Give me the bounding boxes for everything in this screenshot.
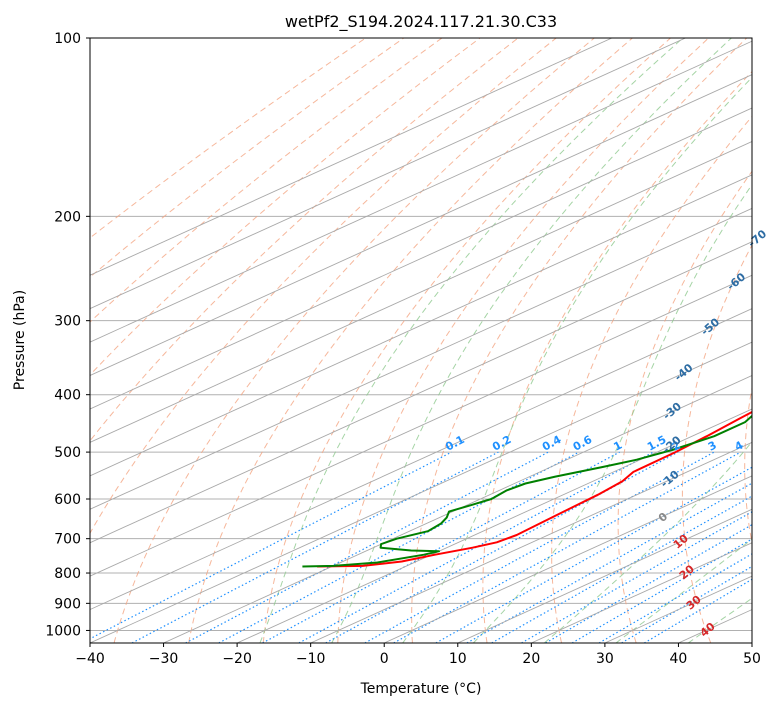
x-tick-label: −20: [222, 651, 252, 667]
x-tick-label: −30: [149, 651, 179, 667]
dry-adiabat: [189, 38, 633, 643]
x-tick-label: 50: [743, 651, 761, 667]
mixing-ratio-line: [132, 452, 498, 643]
x-tick-label: 30: [596, 651, 614, 667]
moist-adiabat: [761, 38, 775, 643]
isotherm-label: -10: [658, 468, 682, 491]
isotherm-line: [678, 38, 775, 643]
isotherm-line: [164, 38, 775, 643]
isotherm-line: [16, 38, 775, 643]
isotherm-label: -60: [725, 270, 749, 293]
mixing-ratio-line: [436, 452, 775, 643]
sounding-profiles: [302, 38, 775, 567]
y-tick-label: 600: [54, 492, 81, 508]
moist-adiabat: [544, 38, 775, 643]
mixing-ratio-label: 0.4: [540, 433, 564, 454]
mixing-ratio-line: [82, 452, 452, 643]
isotherm-line: [237, 38, 775, 643]
isotherm-label: -70: [746, 227, 770, 250]
moist-adiabat: [403, 38, 775, 643]
isotherm-line: [605, 38, 775, 643]
isotherm-label: 30: [684, 593, 704, 613]
y-axis-label: Pressure (hPa): [12, 290, 28, 390]
isotherm-label: 10: [671, 532, 691, 552]
x-axis-label: Temperature (°C): [360, 681, 482, 697]
dry-adiabat: [114, 38, 594, 643]
isotherm-label: -40: [672, 361, 696, 384]
x-tick-label: 10: [449, 651, 467, 667]
y-tick-label: 300: [54, 314, 81, 330]
y-tick-label: 400: [54, 388, 81, 404]
isotherm-line: [0, 38, 759, 643]
mixing-ratio-label: 3: [706, 439, 719, 454]
y-tick-label: 800: [54, 566, 81, 582]
isotherm-label: -30: [660, 400, 684, 423]
x-tick-label: 40: [670, 651, 688, 667]
sounding-line: [302, 38, 775, 567]
moist-adiabat: [473, 38, 775, 643]
mixing-ratio-label: 0.1: [443, 433, 466, 454]
mixing-ratio-line: [186, 452, 549, 643]
y-tick-label: 100: [54, 31, 81, 47]
x-tick-label: 0: [380, 651, 389, 667]
isotherm-line: [458, 38, 775, 643]
x-axis-ticks: −40 −30 −20 −10 0 10 20 30 40 50: [75, 643, 761, 667]
y-tick-label: 1000: [45, 623, 81, 639]
isotherm-line: [0, 38, 775, 643]
mixing-ratio-label: 1: [611, 439, 624, 454]
isotherm-label: 40: [698, 620, 718, 640]
y-tick-label: 700: [54, 532, 81, 548]
dry-adiabat: [0, 38, 366, 643]
line-labels: 0.10.20.40.611.5234-100-90-80-70-60-50-4…: [443, 44, 775, 640]
dry-adiabat: [0, 38, 518, 643]
isotherm-label: -50: [699, 315, 723, 338]
dry-adiabat: [618, 38, 775, 643]
moist-adiabat: [332, 38, 732, 643]
isotherm-line: [0, 38, 685, 643]
x-tick-label: 20: [522, 651, 540, 667]
y-tick-label: 900: [54, 596, 81, 612]
dry-adiabat: [40, 38, 557, 643]
dry-adiabat: [745, 38, 775, 643]
y-axis-ticks: 1000 900 800 700 600 500 400 300 200 100: [45, 31, 90, 639]
isotherm-line: [752, 38, 775, 643]
x-tick-label: −10: [296, 651, 326, 667]
chart-title: wetPf2_S194.2024.117.21.30.C33: [285, 12, 557, 32]
moist-adiabat: [616, 38, 775, 643]
x-tick-label: −40: [75, 651, 105, 667]
mixing-ratio-line: [326, 452, 678, 643]
mixing-ratio-label: 0.2: [490, 433, 513, 454]
skewed-isotherms: [0, 38, 775, 643]
dry-adiabat: [0, 38, 404, 643]
y-tick-label: 500: [54, 445, 81, 461]
mixing-ratio-label: 0.6: [571, 433, 595, 454]
dry-adiabat: [0, 38, 442, 643]
isotherm-label: 20: [677, 562, 697, 582]
y-tick-label: 200: [54, 209, 81, 225]
isotherm-label: 0: [656, 510, 670, 525]
pressure-gridlines: [90, 38, 752, 630]
isotherm-line: [311, 38, 775, 643]
